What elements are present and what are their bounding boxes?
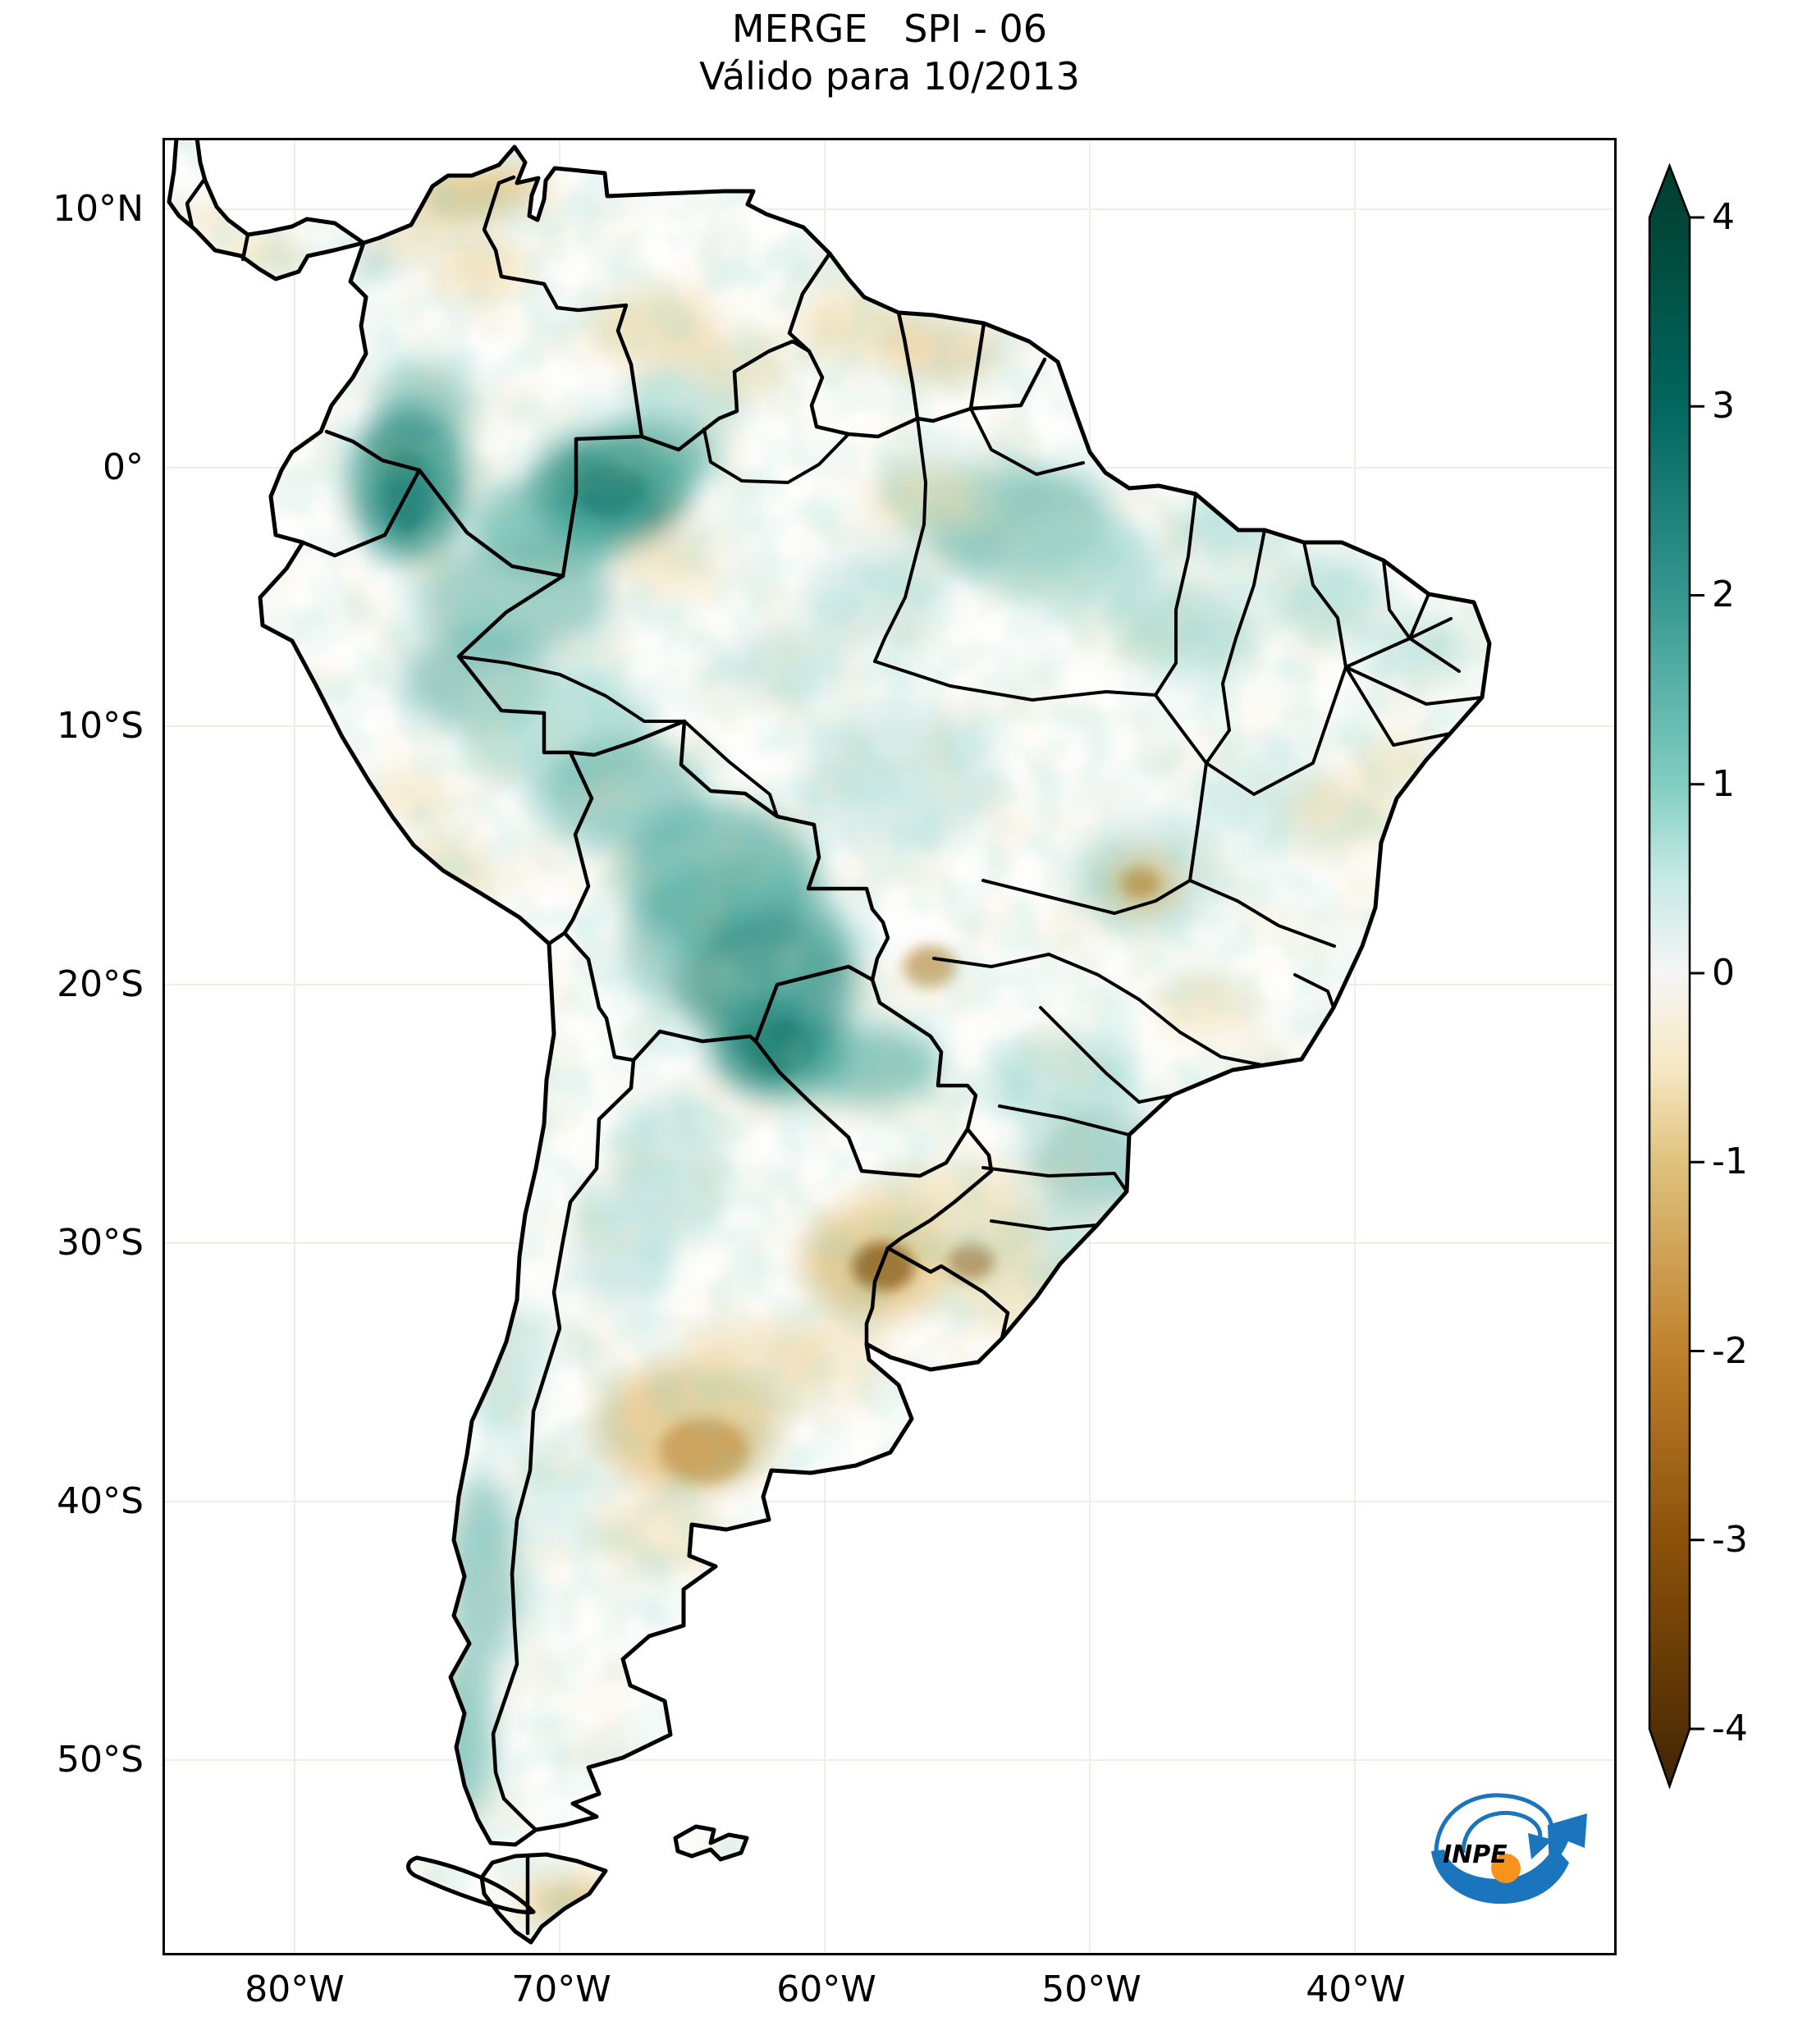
colorbar-ticks [1690, 216, 1704, 1731]
chart-subtitle: Válido para 10/2013 [699, 54, 1080, 98]
x-tick-70w: 70°W [511, 1969, 611, 2010]
x-tick-60w: 60°W [776, 1969, 876, 2010]
y-tick-0: 0° [103, 446, 144, 488]
cb-tick-m1: -1 [1712, 1141, 1748, 1182]
y-tick-10n: 10°N [53, 188, 144, 230]
cb-tick-0: 0 [1712, 952, 1735, 994]
cb-tick-m3: -3 [1712, 1519, 1748, 1561]
y-tick-40s: 40°S [57, 1480, 144, 1522]
inpe-logo-swirl-icon [1431, 1793, 1587, 1905]
colorbar-gradient [1648, 162, 1691, 1790]
cb-tick-3: 3 [1712, 385, 1735, 427]
x-tick-80w: 80°W [245, 1969, 345, 2010]
x-tick-50w: 50°W [1041, 1969, 1141, 2010]
cb-tick-m4: -4 [1712, 1708, 1748, 1749]
cb-tick-4: 4 [1712, 196, 1735, 238]
cb-tick-m2: -2 [1712, 1330, 1748, 1372]
y-tick-20s: 20°S [57, 963, 144, 1005]
y-tick-10s: 10°S [57, 705, 144, 747]
y-tick-30s: 30°S [57, 1222, 144, 1264]
inpe-logo-text: INPE [1443, 1841, 1507, 1869]
cb-tick-1: 1 [1712, 763, 1735, 805]
spi-raster [169, 138, 1489, 1942]
state-borders [457, 407, 1484, 1231]
plot-frame [162, 138, 1617, 1955]
cb-tick-2: 2 [1712, 574, 1735, 615]
inpe-logo-orange-dot [1491, 1854, 1521, 1883]
inpe-logo: INPE [1431, 1793, 1587, 1905]
y-tick-50s: 50°S [57, 1739, 144, 1781]
colorbar [1648, 162, 1704, 1790]
coastline [167, 138, 1492, 1945]
chart-title: MERGE SPI - 06 [731, 7, 1048, 51]
x-tick-40w: 40°W [1306, 1969, 1406, 2010]
map-plot [162, 138, 1617, 1955]
